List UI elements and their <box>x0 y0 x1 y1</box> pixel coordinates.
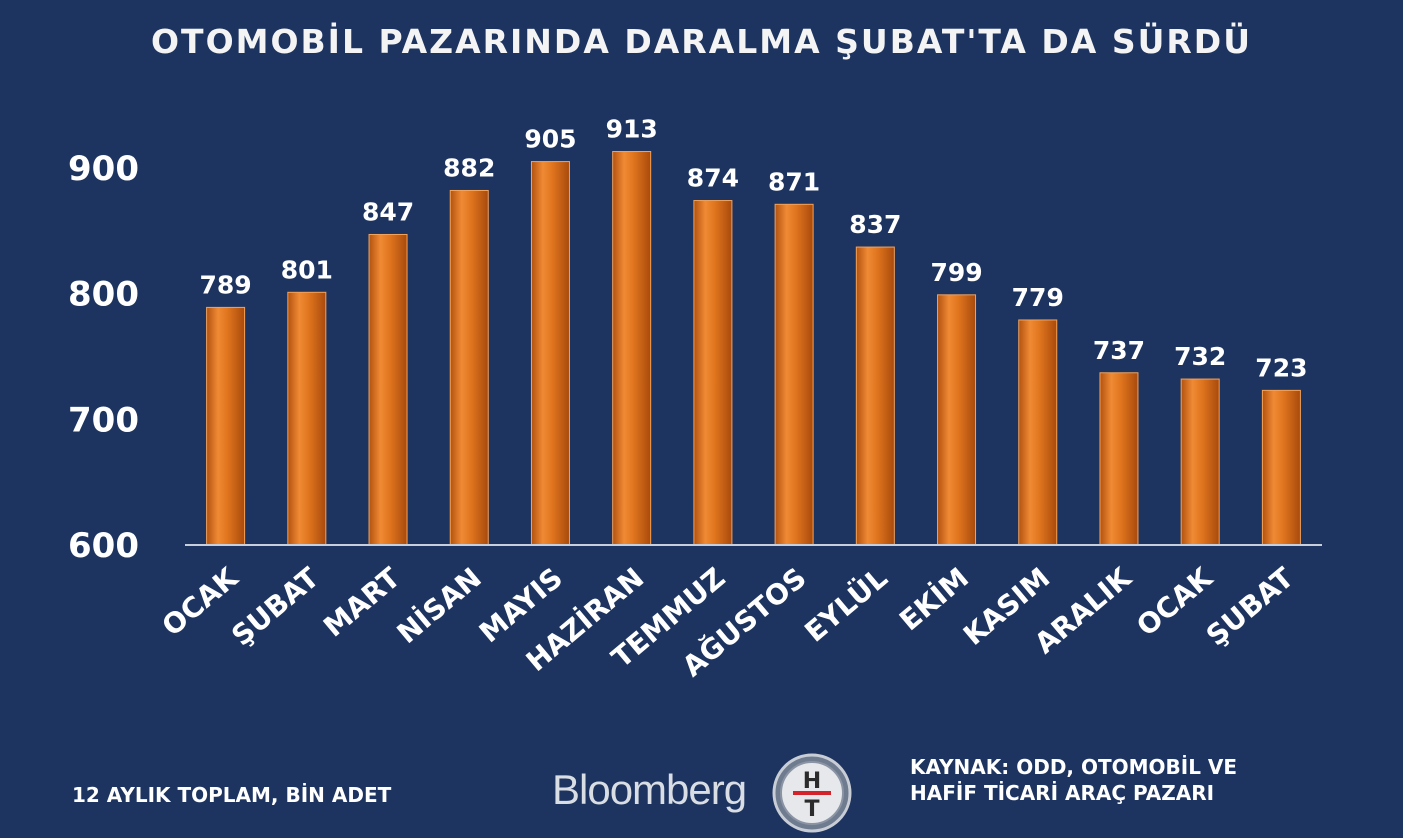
data-label: 847 <box>362 197 414 226</box>
bar <box>1099 372 1139 546</box>
data-label: 723 <box>1255 353 1307 382</box>
bar <box>1261 389 1301 546</box>
data-label: 871 <box>768 167 820 196</box>
data-label: 732 <box>1174 342 1226 371</box>
data-label: 882 <box>443 153 495 182</box>
y-tick-label: 800 <box>68 275 139 315</box>
data-label: 913 <box>606 115 658 144</box>
x-tick-label: MART <box>317 561 406 643</box>
y-tick-label: 900 <box>68 149 139 189</box>
source-note: KAYNAK: ODD, OTOMOBİL VE HAFİF TİCARİ AR… <box>910 754 1340 806</box>
data-label: 779 <box>1012 283 1064 312</box>
bars-layer: 789OCAK801ŞUBAT847MART882NİSAN905MAYIS91… <box>156 115 1308 684</box>
x-tick-label: ŞUBAT <box>1200 561 1300 652</box>
y-tick-label: 700 <box>68 400 139 440</box>
ht-emblem-icon: H T <box>772 753 852 833</box>
source-line-2: HAFİF TİCARİ ARAÇ PAZARI <box>910 781 1215 805</box>
data-label: 801 <box>281 255 333 284</box>
data-label: 837 <box>849 210 901 239</box>
bar <box>774 203 814 546</box>
bar <box>693 200 733 546</box>
x-tick-label: EYLÜL <box>798 560 894 648</box>
y-tick-label: 600 <box>68 526 139 566</box>
bar <box>1018 319 1058 546</box>
x-tick-label: ŞUBAT <box>225 561 325 652</box>
bar <box>855 246 895 546</box>
bar <box>287 291 327 546</box>
data-label: 874 <box>687 164 739 193</box>
bar <box>449 189 489 546</box>
data-label: 905 <box>524 125 576 154</box>
bar <box>368 233 408 546</box>
bloomberg-logo: Bloomberg <box>552 766 747 813</box>
source-line-1: KAYNAK: ODD, OTOMOBİL VE <box>910 755 1238 779</box>
bar <box>206 306 246 546</box>
data-label: 737 <box>1093 336 1145 365</box>
y-axis-ticks: 600 700 800 900 <box>68 149 139 566</box>
bar <box>612 151 652 546</box>
emblem-letter-top: H <box>803 769 821 794</box>
data-label: 789 <box>200 270 252 299</box>
x-tick-label: NİSAN <box>390 560 488 650</box>
emblem-letter-bottom: T <box>804 797 819 822</box>
unit-note: 12 AYLIK TOPLAM, BİN ADET <box>72 783 392 807</box>
data-label: 799 <box>930 258 982 287</box>
bar <box>1180 378 1220 546</box>
bar <box>530 161 570 546</box>
bar <box>937 294 977 546</box>
chart-title: OTOMOBİL PAZARINDA DARALMA ŞUBAT'TA DA S… <box>151 22 1252 61</box>
